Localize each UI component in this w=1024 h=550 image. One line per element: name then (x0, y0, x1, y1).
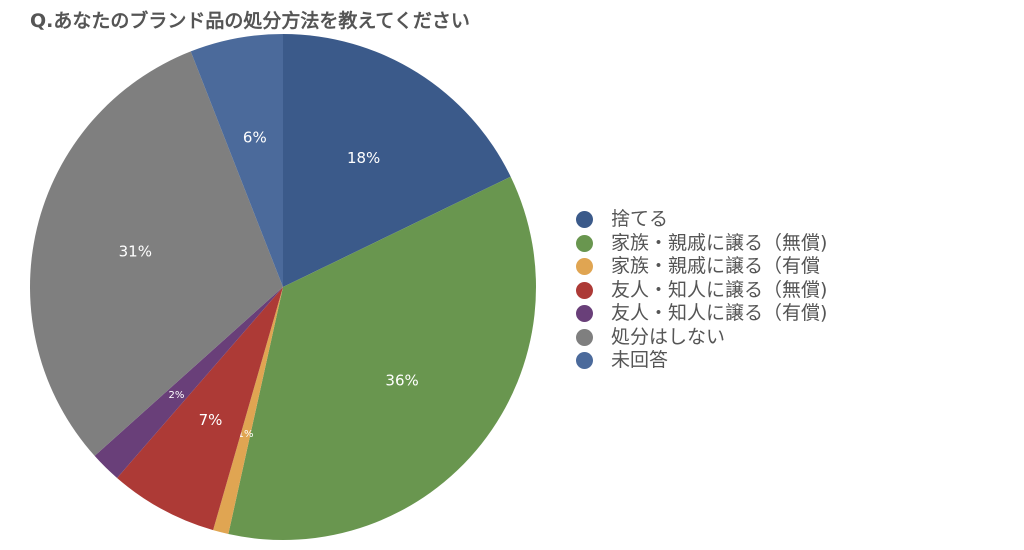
pie-slice (283, 34, 511, 287)
legend-swatch (576, 328, 593, 346)
slice-label: 1% (238, 429, 254, 440)
legend-item: 捨てる (576, 208, 827, 232)
legend-label: 家族・親戚に譲る（有償 (611, 255, 821, 277)
pie-slice (94, 287, 283, 478)
legend-swatch (576, 281, 593, 299)
legend-item: 未回答 (576, 349, 827, 373)
legend-swatch (576, 211, 593, 229)
legend-item: 家族・親戚に譲る（無償) (576, 232, 827, 256)
legend-item: 処分はしない (576, 326, 827, 350)
pie-slice (29, 51, 284, 456)
legend-item: 友人・知人に譲る（無償) (576, 279, 827, 303)
slice-label: 7% (199, 411, 223, 429)
legend: 捨てる 家族・親戚に譲る（無償) 家族・親戚に譲る（有償 友人・知人に譲る（無償) 友人… (576, 208, 827, 373)
legend-item: 家族・親戚に譲る（有償 (576, 255, 827, 279)
legend-label: 家族・親戚に譲る（無償) (611, 231, 828, 254)
slice-label: 31% (119, 242, 152, 260)
legend-label: 未回答 (611, 349, 669, 371)
pie-slice (190, 34, 283, 287)
pie-slice (213, 287, 283, 535)
legend-item: 友人・知人に譲る（有償) (576, 302, 827, 326)
pie-slice (228, 176, 537, 541)
pie-chart: 18% 36% 1% 7% 2% 31% 6% (29, 34, 537, 541)
slice-label: 36% (385, 372, 418, 390)
chart-title: Q.あなたのブランド品の処分方法を教えてください (30, 10, 470, 32)
legend-swatch (576, 352, 593, 370)
legend-label: 処分はしない (611, 325, 726, 348)
legend-swatch (576, 258, 593, 276)
legend-label: 捨てる (611, 208, 669, 230)
legend-swatch (576, 234, 593, 252)
legend-label: 友人・知人に譲る（有償) (611, 302, 828, 324)
slice-label: 6% (243, 128, 267, 146)
slice-label: 2% (169, 390, 185, 401)
slice-label: 18% (347, 149, 380, 167)
pie-slice (117, 287, 283, 531)
legend-label: 友人・知人に譲る（無償) (611, 278, 828, 301)
legend-swatch (576, 305, 593, 323)
